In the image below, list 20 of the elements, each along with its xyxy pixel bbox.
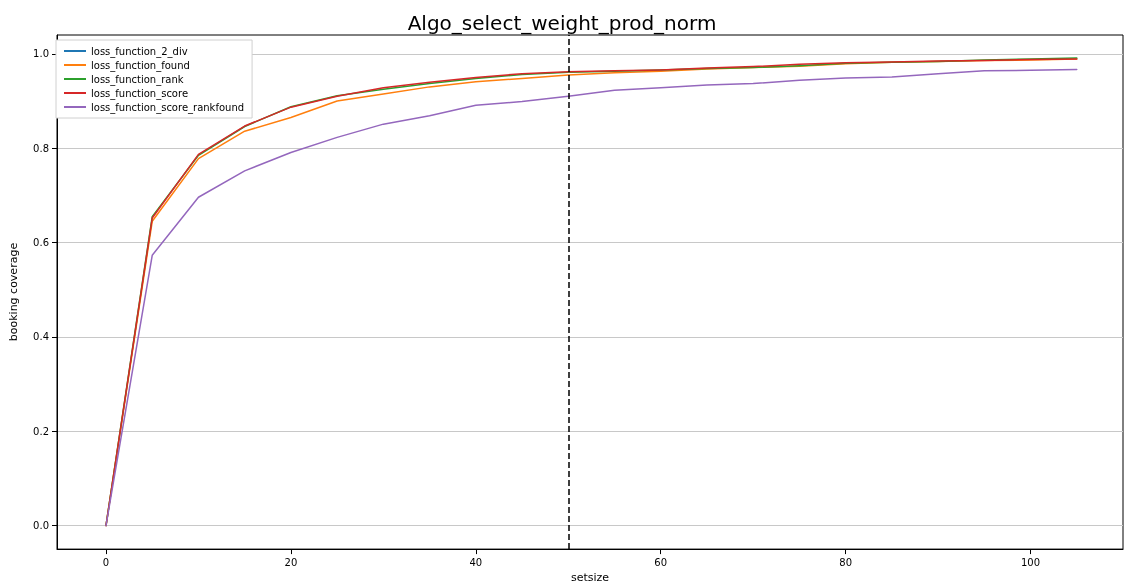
legend-label: loss_function_found [91, 59, 190, 72]
y-tick-label: 0.8 [33, 142, 49, 154]
legend-label: loss_function_score [91, 87, 189, 100]
x-tick-label: 80 [839, 556, 852, 568]
legend-label: loss_function_score_rankfound [91, 101, 245, 114]
legend-label: loss_function_2_div [91, 45, 188, 58]
x-axis-title: setsize [570, 571, 610, 584]
chart-title: Algo_select_weight_prod_norm [407, 11, 717, 35]
legend-label: loss_function_rank [91, 73, 184, 86]
x-tick-label: 100 [1021, 556, 1041, 568]
x-tick-label: 40 [469, 556, 483, 568]
y-axis-title: booking coverage [7, 242, 20, 342]
y-tick-label: 0.4 [33, 331, 49, 343]
x-tick-label: 0 [102, 556, 110, 568]
x-tick-label: 60 [654, 556, 668, 568]
y-tick-label: 0.6 [33, 237, 49, 249]
y-tick-label: 0.0 [33, 520, 49, 532]
y-tick-label: 1.0 [33, 48, 49, 60]
y-tick-label: 0.2 [33, 425, 49, 437]
x-tick-label: 20 [284, 556, 298, 568]
